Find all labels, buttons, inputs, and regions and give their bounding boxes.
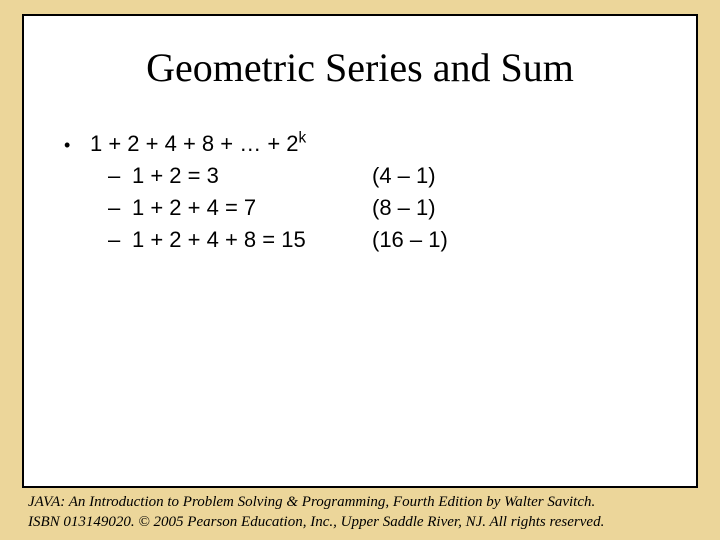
bullet-item: • 1 + 2 + 4 + 8 + … + 2k: [64, 131, 696, 157]
series-exponent: k: [299, 130, 307, 147]
sub-item: – 1 + 2 = 3 (4 – 1): [108, 163, 696, 189]
footer-line-2: ISBN 013149020. © 2005 Pearson Education…: [28, 512, 698, 532]
footer-line1-suffix: , Fourth Edition by Walter Savitch.: [385, 494, 595, 510]
slide-panel: Geometric Series and Sum • 1 + 2 + 4 + 8…: [22, 14, 698, 488]
footer-line-1: JAVA: An Introduction to Problem Solving…: [28, 492, 698, 512]
dash-icon: –: [108, 227, 132, 253]
bullet-icon: •: [64, 135, 90, 156]
series-expression: 1 + 2 + 4 + 8 + … + 2k: [90, 131, 306, 157]
sub-item: – 1 + 2 + 4 + 8 = 15 (16 – 1): [108, 227, 696, 253]
dash-icon: –: [108, 163, 132, 189]
slide-title: Geometric Series and Sum: [24, 44, 696, 91]
sub-item: – 1 + 2 + 4 = 7 (8 – 1): [108, 195, 696, 221]
sub-lhs: 1 + 2 + 4 = 7: [132, 195, 372, 221]
footer: JAVA: An Introduction to Problem Solving…: [28, 492, 698, 533]
sub-lhs: 1 + 2 = 3: [132, 163, 372, 189]
sub-rhs: (8 – 1): [372, 195, 436, 221]
footer-book-title: JAVA: An Introduction to Problem Solving…: [28, 494, 385, 510]
series-prefix: 1 + 2 + 4 + 8 + … + 2: [90, 131, 299, 156]
slide: Geometric Series and Sum • 1 + 2 + 4 + 8…: [0, 0, 720, 540]
sub-lhs: 1 + 2 + 4 + 8 = 15: [132, 227, 372, 253]
dash-icon: –: [108, 195, 132, 221]
sub-rhs: (16 – 1): [372, 227, 448, 253]
slide-content: • 1 + 2 + 4 + 8 + … + 2k – 1 + 2 = 3 (4 …: [64, 131, 696, 253]
sub-rhs: (4 – 1): [372, 163, 436, 189]
